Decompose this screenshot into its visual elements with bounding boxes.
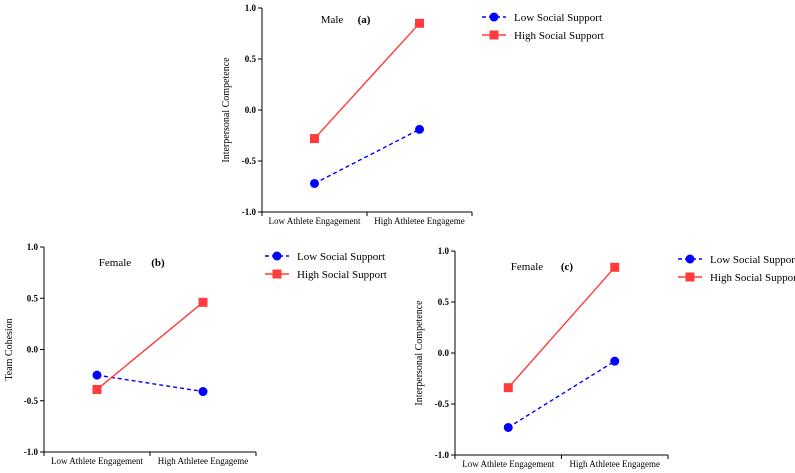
data-point xyxy=(310,134,319,144)
y-axis-label: Interpersonal Competence xyxy=(221,57,232,163)
series-low-social-support xyxy=(310,124,424,188)
series-high-social-support xyxy=(310,18,424,144)
x-tick-label: High Athletee Engageme xyxy=(374,216,464,226)
legend: Low Social Support High Social Support xyxy=(678,254,795,284)
legend-label: Low Social Support xyxy=(514,12,602,24)
y-tick-label: 0.5 xyxy=(27,293,39,303)
x-tick-label: Low Athlete Engagement xyxy=(462,459,554,469)
data-point xyxy=(610,356,620,366)
data-point xyxy=(92,384,102,394)
y-tick-label: 1.0 xyxy=(245,3,257,13)
y-tick-label: -1.0 xyxy=(242,207,257,217)
y-tick-label: 1.0 xyxy=(27,242,39,252)
legend: Low Social Support High Social Support xyxy=(482,12,604,42)
y-tick-label: -1.0 xyxy=(435,450,450,460)
panel-tag: (a) xyxy=(358,14,371,26)
data-point xyxy=(198,297,208,307)
y-tick-label: -0.5 xyxy=(24,396,39,406)
panel-tag: (b) xyxy=(151,257,165,269)
y-tick-label: 0.5 xyxy=(245,54,257,64)
y-tick-label: -0.5 xyxy=(435,399,450,409)
legend-label: High Social Support xyxy=(297,269,387,281)
y-tick-label: 0.0 xyxy=(245,105,257,115)
panel-title: Female xyxy=(511,261,543,273)
series-line xyxy=(96,301,204,391)
series-line xyxy=(507,360,616,429)
y-axis-label: Interpersonal Competence xyxy=(414,300,425,406)
legend-marker xyxy=(489,12,499,22)
series-line xyxy=(96,374,204,393)
series-low-social-support xyxy=(503,356,620,432)
data-point xyxy=(415,18,424,28)
panel-c: 1.0 0.5 0.0 -0.5 -1.0 Low Athlete Engagement H… xyxy=(414,246,795,469)
data-point xyxy=(415,124,424,134)
y-tick-label: 0.5 xyxy=(438,297,450,307)
legend-label: High Social Support xyxy=(710,272,795,284)
legend: Low Social Support High Social Support xyxy=(265,251,387,281)
y-axis-label: Team Cohesion xyxy=(4,318,15,380)
panel-title: Male xyxy=(321,14,344,26)
series-low-social-support xyxy=(92,370,208,397)
x-tick-label: High Athletee Engageme xyxy=(570,459,660,469)
data-point xyxy=(503,422,513,432)
legend-marker xyxy=(272,269,282,279)
series-high-social-support xyxy=(503,262,620,393)
data-point xyxy=(92,370,102,380)
panel-tag: (c) xyxy=(561,261,574,273)
x-tick-label: Low Athlete Engagement xyxy=(269,216,361,226)
series-line xyxy=(314,128,420,185)
data-point xyxy=(503,383,513,393)
legend-marker xyxy=(489,30,499,40)
legend-marker xyxy=(685,254,695,264)
legend-label: Low Social Support xyxy=(710,254,795,266)
legend-label: Low Social Support xyxy=(297,251,385,263)
panel-title: Female xyxy=(99,257,131,269)
data-point xyxy=(610,262,620,272)
panel-a: 1.0 0.5 0.0 -0.5 -1.0 Low Athlete Engagement H… xyxy=(221,3,604,226)
series-high-social-support xyxy=(92,297,208,394)
x-tick-label: Low Athlete Engagement xyxy=(51,456,143,466)
y-tick-label: -0.5 xyxy=(242,156,257,166)
legend-marker xyxy=(272,251,282,261)
y-tick-label: 0.0 xyxy=(438,348,450,358)
panel-b: 1.0 0.5 0.0 -0.5 -1.0 Low Athlete Engagement H… xyxy=(4,242,387,466)
series-line xyxy=(507,266,616,389)
y-tick-label: 0.0 xyxy=(27,345,39,355)
legend-label: High Social Support xyxy=(514,30,604,42)
data-point xyxy=(310,178,319,188)
y-tick-label: -1.0 xyxy=(24,447,39,457)
y-tick-label: 1.0 xyxy=(438,246,450,256)
series-line xyxy=(313,22,421,140)
legend-marker xyxy=(685,272,695,282)
data-point xyxy=(198,387,208,397)
x-tick-label: High Athletee Engageme xyxy=(158,456,248,466)
